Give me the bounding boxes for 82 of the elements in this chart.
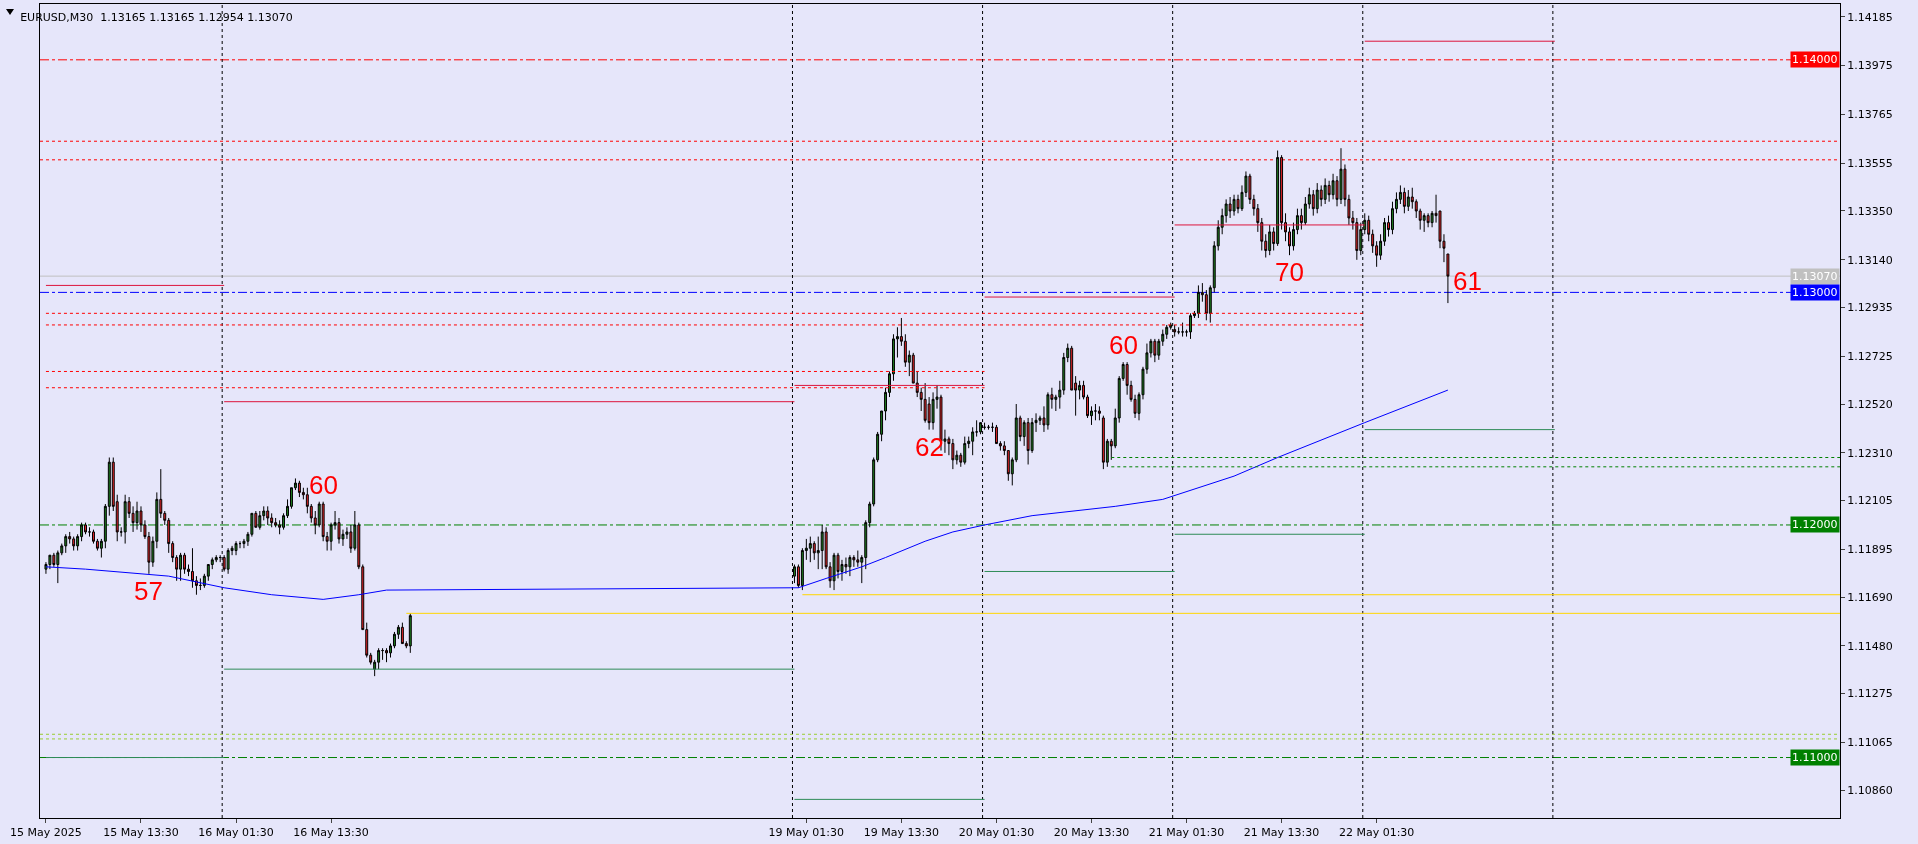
x-tick-label: 16 May 13:30	[293, 826, 369, 840]
candlestick	[226, 547, 230, 575]
candlestick	[72, 536, 76, 552]
annotation: 70	[1275, 257, 1304, 287]
y-tick-label: 1.13765	[1847, 108, 1893, 122]
candlestick	[1196, 284, 1200, 319]
y-tick-label: 1.13140	[1847, 253, 1893, 267]
candlestick	[400, 622, 404, 645]
y-tick-label: 1.11690	[1847, 590, 1893, 604]
y-tick-label: 1.12935	[1847, 301, 1893, 315]
candlestick	[1315, 182, 1319, 214]
x-tick-label: 21 May 01:30	[1148, 826, 1225, 840]
candlestick	[266, 505, 270, 526]
candlestick	[1323, 177, 1327, 205]
candlestick	[1181, 322, 1185, 338]
x-tick-label: 20 May 01:30	[958, 826, 1035, 840]
candlestick	[408, 612, 412, 654]
candlestick	[848, 554, 852, 577]
candlestick	[832, 552, 836, 591]
candlestick	[808, 536, 812, 563]
y-tick-label: 1.11275	[1847, 687, 1893, 701]
candlestick	[1406, 189, 1410, 212]
candlestick	[64, 533, 68, 554]
annotation: 62	[915, 432, 944, 462]
candlestick	[1228, 196, 1232, 219]
candlestick	[1093, 403, 1097, 421]
candlestick	[963, 436, 967, 465]
candlestick	[951, 438, 955, 470]
annotation: 60	[1109, 330, 1138, 360]
candlestick	[179, 552, 183, 582]
candlestick	[975, 419, 979, 438]
x-tick-label: 19 May 01:30	[768, 826, 845, 840]
candlestick	[258, 510, 262, 531]
candlestick	[123, 494, 127, 545]
candlestick	[1101, 415, 1105, 470]
x-tick-label: 15 May 2025	[10, 826, 82, 840]
y-tick-label: 1.12310	[1847, 446, 1893, 460]
y-tick-label: 1.10860	[1847, 783, 1893, 797]
y-tick-label: 1.12725	[1847, 350, 1893, 364]
y-tick-label: 1.11065	[1847, 736, 1893, 750]
ref-line-label: 1.11000	[1792, 751, 1838, 764]
annotation: 60	[309, 470, 338, 500]
candlestick	[1232, 194, 1236, 217]
ref-line-label: 1.14000	[1792, 53, 1838, 66]
candlestick	[234, 540, 238, 556]
y-tick-label: 1.11895	[1847, 543, 1893, 557]
candlestick	[1422, 212, 1426, 233]
line-series	[45, 389, 1449, 600]
annotation: 61	[1453, 266, 1482, 296]
candlestick	[48, 554, 52, 570]
candlestick	[1268, 224, 1272, 256]
y-tick-label: 1.12105	[1847, 494, 1893, 508]
y-tick-label: 1.12520	[1847, 397, 1893, 411]
candlestick	[1426, 212, 1430, 228]
candlestick	[820, 524, 824, 570]
x-tick-label: 20 May 13:30	[1053, 826, 1130, 840]
candlestick	[1153, 338, 1157, 363]
x-tick-label: 19 May 13:30	[863, 826, 940, 840]
candlestick	[385, 647, 388, 663]
ref-line-label: 1.13070	[1792, 270, 1838, 283]
y-tick-label: 1.11480	[1847, 639, 1893, 653]
candlestick	[1276, 150, 1280, 247]
y-tick-label: 1.13555	[1847, 157, 1893, 171]
candlestick	[971, 426, 975, 456]
x-tick-label: 15 May 13:30	[103, 826, 179, 840]
candlestick	[1402, 187, 1406, 214]
ref-line-label: 1.12000	[1792, 518, 1838, 531]
candlestick	[1026, 417, 1030, 465]
x-tick-label: 16 May 01:30	[198, 826, 274, 840]
candlestick	[1046, 391, 1050, 431]
x-tick-label: 21 May 13:30	[1243, 826, 1320, 840]
annotation: 57	[134, 576, 163, 606]
y-tick-label: 1.14185	[1847, 10, 1893, 24]
candlestick	[135, 501, 139, 531]
candlestick	[1339, 147, 1343, 205]
y-tick-label: 1.13975	[1847, 59, 1893, 73]
ref-line-label: 1.13000	[1792, 286, 1838, 299]
x-tick-label: 22 May 01:30	[1338, 826, 1415, 840]
candlestick	[1097, 405, 1101, 421]
candlestick	[297, 480, 301, 498]
candlestick	[1189, 312, 1192, 340]
y-tick-label: 1.13350	[1847, 204, 1893, 218]
